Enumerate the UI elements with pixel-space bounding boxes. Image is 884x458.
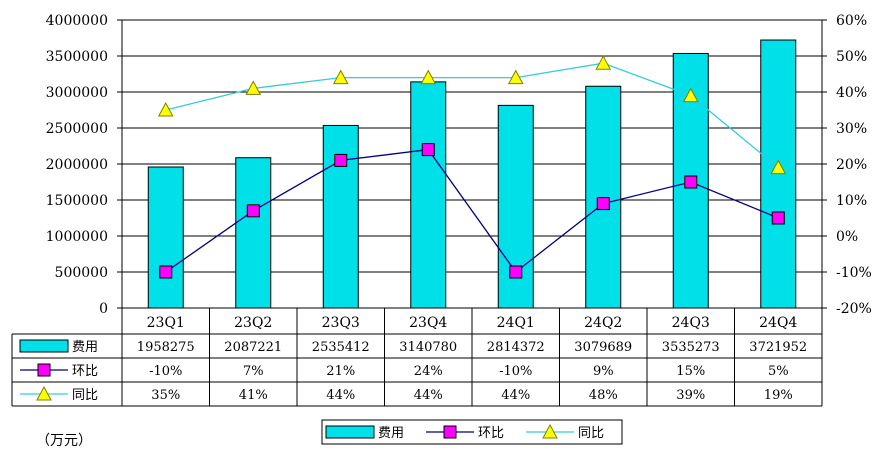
- axes: 0 500000 1000000 1500000 2000000 2500000 30000…: [46, 13, 872, 317]
- table-cell-环比-23Q4: 24%: [414, 364, 443, 379]
- table-key-环比-marker: [37, 363, 51, 377]
- legend-key-费用: [325, 425, 375, 439]
- table-cell-费用-23Q2: 2087221: [224, 340, 282, 355]
- legend-label-环比: 环比: [478, 426, 504, 441]
- table-cell-费用-23Q1: 1958275: [137, 340, 195, 355]
- category-label-24Q4: 24Q4: [759, 315, 797, 331]
- table-cell-同比-24Q3: 39%: [676, 388, 705, 403]
- category-label-23Q3: 23Q3: [322, 315, 360, 331]
- bar-23Q2: [235, 157, 272, 309]
- marker-同比-24Q4: [770, 159, 787, 175]
- legend-key-环比-marker: [443, 425, 457, 439]
- line-环比: [165, 148, 779, 273]
- table-cell-环比-23Q1: -10%: [149, 364, 182, 379]
- table-cell-环比-24Q1: -10%: [499, 364, 532, 379]
- table-cell-费用-24Q2: 3079689: [574, 340, 632, 355]
- marker-环比-23Q4: [421, 143, 435, 157]
- marker-同比-23Q1: [157, 101, 174, 117]
- table-cell-同比-23Q4: 44%: [414, 388, 443, 403]
- left-tick-label: 4000000: [46, 13, 108, 29]
- category-label-23Q4: 23Q4: [409, 315, 447, 331]
- marker-环比-23Q1: [159, 265, 173, 279]
- marker-环比-23Q3: [334, 153, 348, 167]
- marker-同比-23Q2: [245, 80, 262, 95]
- table-cell-环比-24Q2: 9%: [593, 364, 614, 379]
- data-table: 23Q1 23Q2 23Q3 23Q4 24Q1 24Q2 24Q3 24Q4 费用 195827…: [11, 307, 823, 407]
- table-cell-同比-23Q2: 41%: [239, 388, 268, 403]
- right-tick-label: 40%: [836, 85, 867, 101]
- right-tick-label: 0%: [836, 229, 858, 245]
- table-series-name-费用: 费用: [72, 340, 98, 355]
- left-tick-label: 2500000: [46, 121, 108, 137]
- table-cell-同比-23Q1: 35%: [151, 388, 180, 403]
- table-cell-环比-24Q4: 5%: [768, 364, 789, 379]
- table-series-name-环比: 环比: [72, 364, 98, 379]
- marker-环比-24Q3: [684, 175, 698, 189]
- marker-同比-24Q2: [595, 55, 612, 70]
- legend: 费用 环比 同比: [321, 419, 623, 445]
- left-tick-label: 2000000: [46, 157, 108, 173]
- table-cell-环比-23Q3: 21%: [326, 364, 355, 379]
- bar-23Q4: [410, 81, 447, 309]
- marker-环比-23Q2: [246, 204, 260, 218]
- table-cell-同比-24Q2: 48%: [589, 388, 618, 403]
- marker-同比-23Q4: [420, 69, 437, 85]
- right-tick-label: 60%: [836, 13, 867, 29]
- left-tick-label: 3500000: [46, 49, 108, 65]
- marker-环比-24Q2: [596, 197, 610, 211]
- unit-label: （万元）: [36, 433, 92, 449]
- category-label-24Q1: 24Q1: [497, 315, 535, 331]
- marker-同比-23Q3: [332, 69, 349, 85]
- left-tick-label: 0: [99, 301, 108, 317]
- right-tick-label: -10%: [836, 265, 872, 281]
- category-label-24Q3: 24Q3: [672, 315, 710, 331]
- table-cell-费用-24Q3: 3535273: [662, 340, 720, 355]
- legend-label-费用: 费用: [378, 426, 404, 441]
- table-cell-环比-24Q3: 15%: [676, 364, 705, 379]
- table-cell-费用-23Q4: 3140780: [399, 340, 457, 355]
- right-tick-label: 10%: [836, 193, 867, 209]
- bar-series-费用: [147, 39, 797, 309]
- marker-环比-24Q1: [509, 265, 523, 279]
- bar-23Q3: [322, 124, 359, 309]
- marker-同比-24Q3: [682, 87, 699, 103]
- marker-环比-24Q4: [771, 211, 785, 225]
- table-cell-同比-23Q3: 44%: [326, 388, 355, 403]
- right-tick-label: 50%: [836, 49, 867, 65]
- right-tick-label: 30%: [836, 121, 867, 137]
- table-cell-费用-24Q1: 2814372: [487, 340, 545, 355]
- gridlines: [122, 19, 822, 309]
- line-series: [157, 55, 787, 279]
- right-tick-label: -20%: [836, 301, 872, 317]
- category-label-24Q2: 24Q2: [584, 315, 622, 331]
- table-cell-同比-24Q4: 19%: [764, 388, 793, 403]
- legend-label-同比: 同比: [578, 426, 604, 441]
- table-series-name-同比: 同比: [72, 388, 98, 403]
- table-cell-费用-24Q4: 3721952: [749, 340, 807, 355]
- bar-23Q1: [147, 166, 184, 309]
- table-key-同比-marker: [36, 385, 52, 401]
- left-tick-label: 1500000: [46, 193, 108, 209]
- left-tick-label: 3000000: [46, 85, 108, 101]
- legend-key-同比-marker: [542, 423, 558, 439]
- line-同比: [165, 62, 779, 169]
- table-cell-环比-23Q2: 7%: [243, 364, 264, 379]
- category-label-23Q2: 23Q2: [234, 315, 272, 331]
- table-cell-同比-24Q1: 44%: [501, 388, 530, 403]
- table-key-费用: [19, 339, 69, 353]
- left-tick-label: 1000000: [46, 229, 108, 245]
- table-cell-费用-23Q3: 2535412: [312, 340, 370, 355]
- left-tick-label: 500000: [55, 265, 108, 281]
- right-tick-label: 20%: [836, 157, 867, 173]
- marker-同比-24Q1: [507, 69, 524, 85]
- category-label-23Q1: 23Q1: [147, 315, 185, 331]
